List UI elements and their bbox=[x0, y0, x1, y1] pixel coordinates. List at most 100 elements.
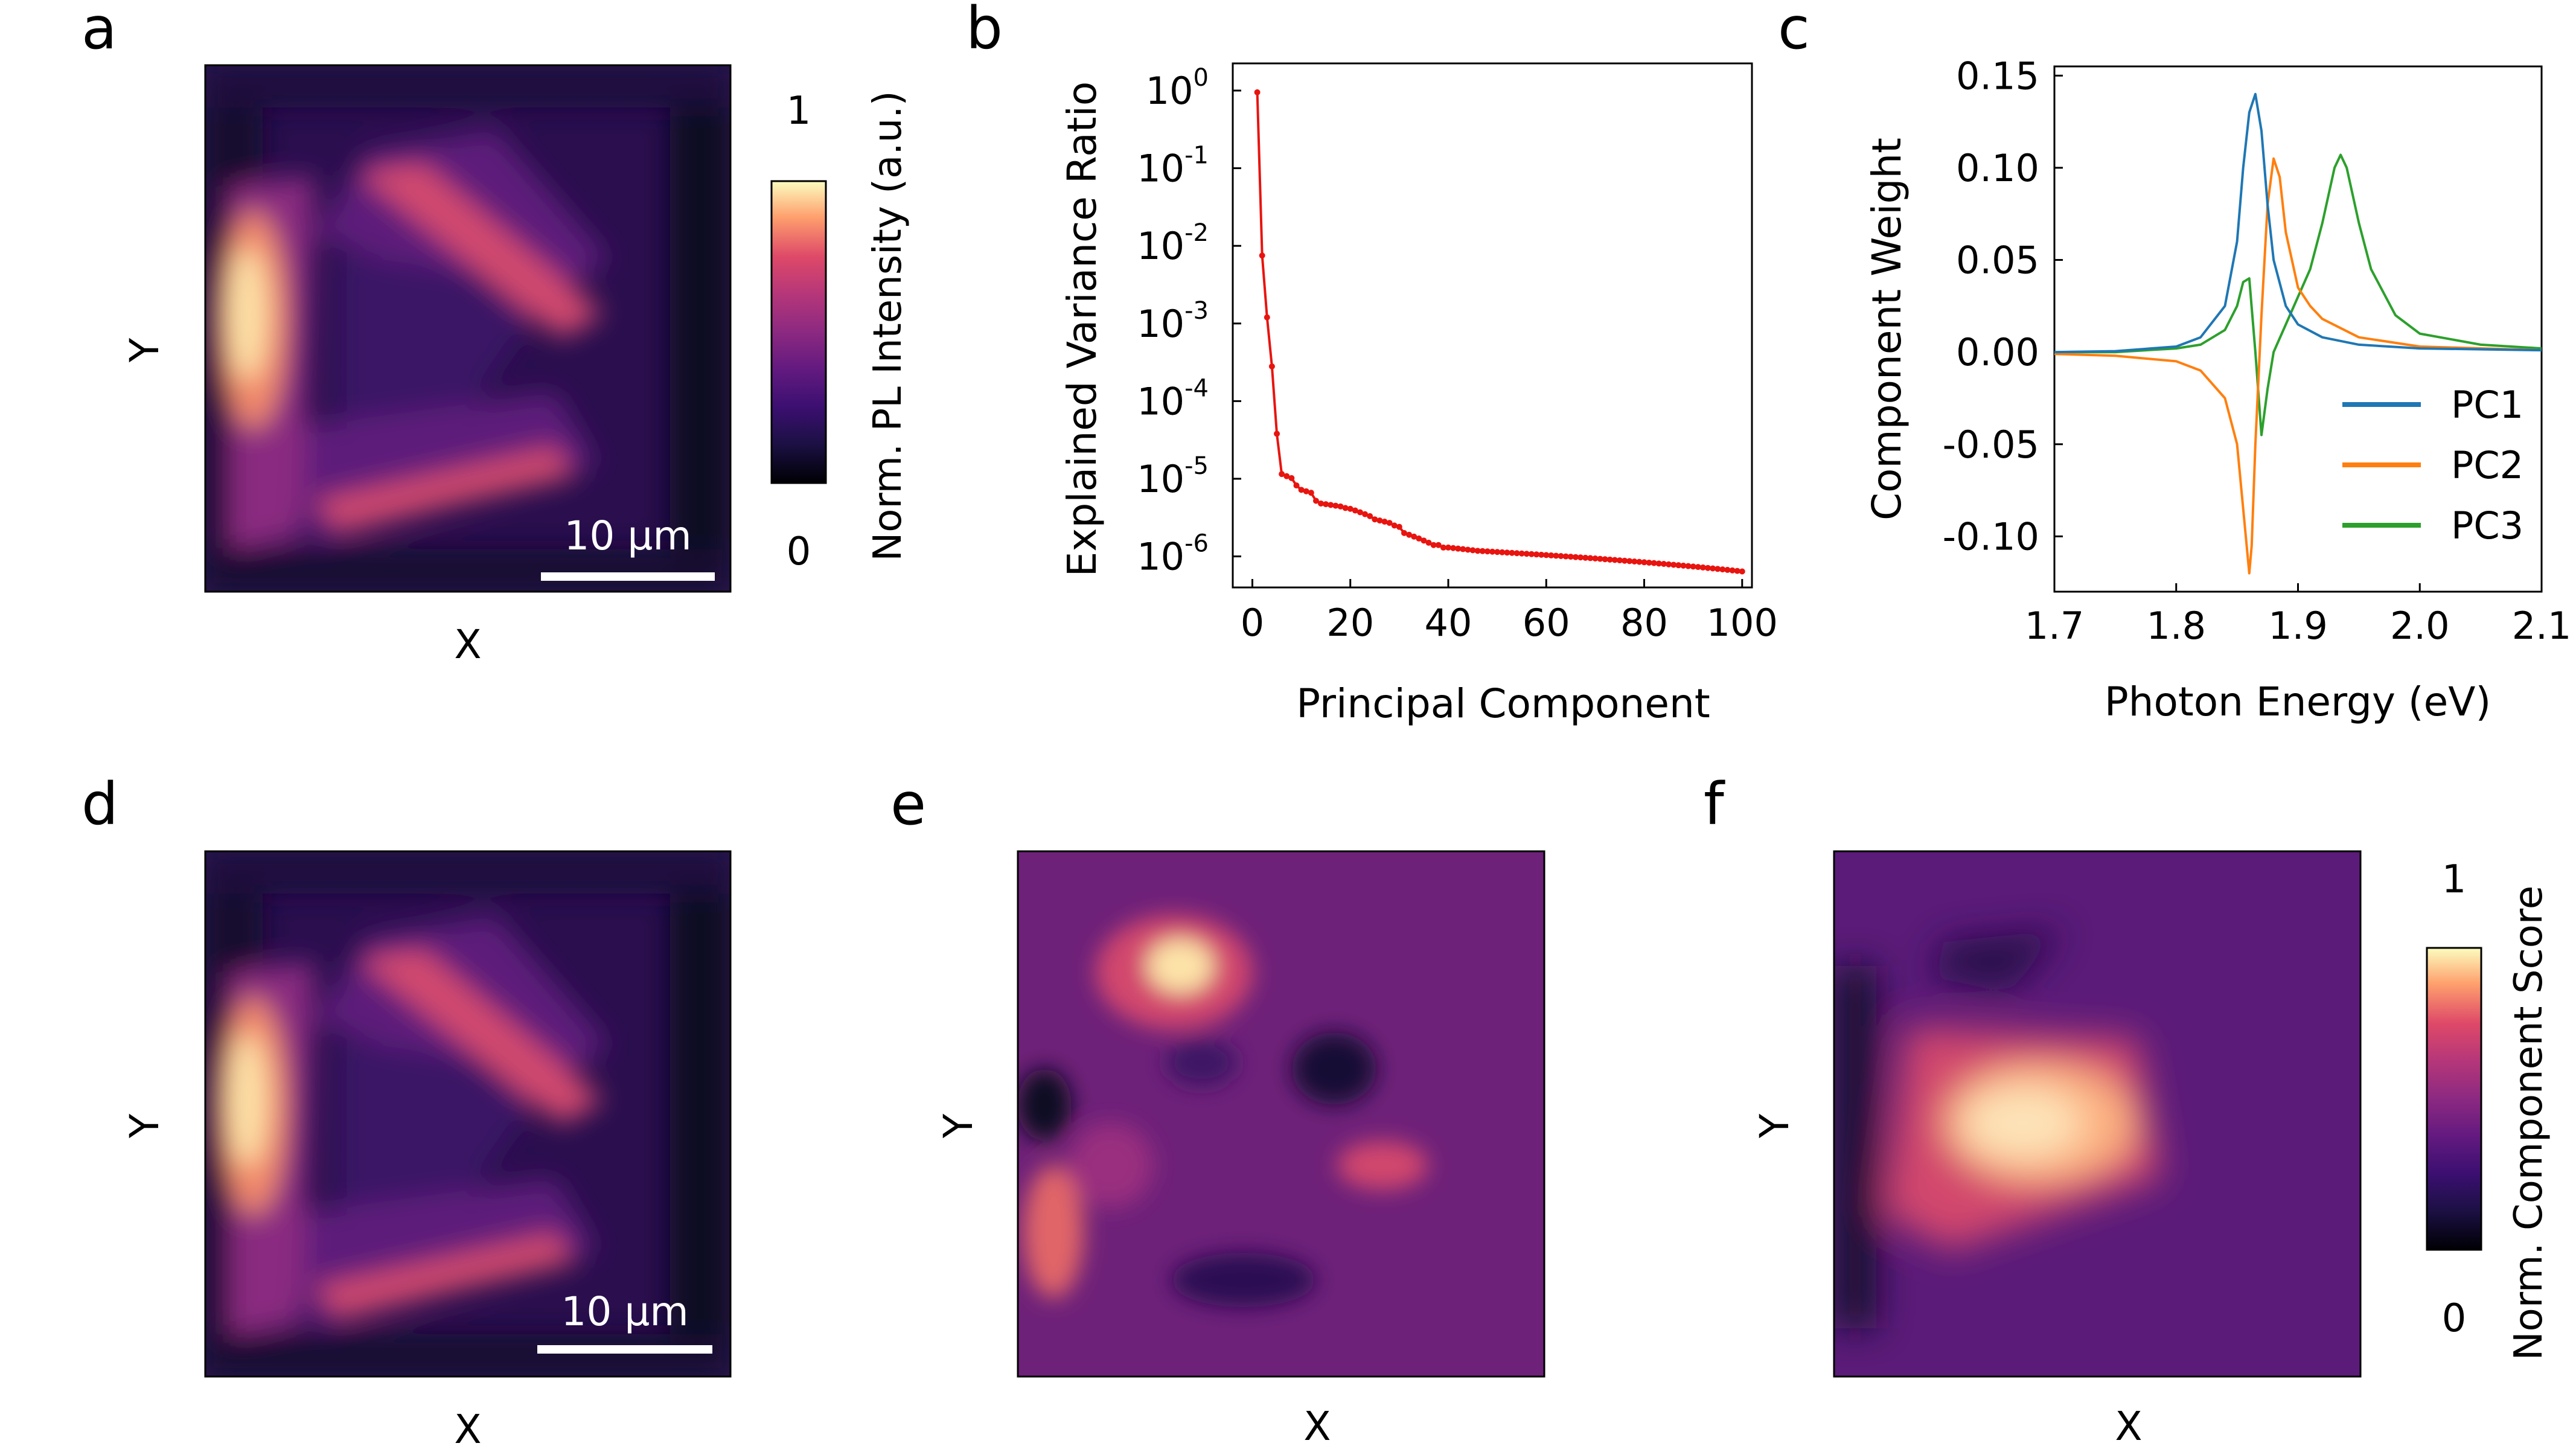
series-line-pc3 bbox=[2054, 153, 2542, 437]
variance-point bbox=[1592, 555, 1599, 562]
variance-point bbox=[1509, 549, 1515, 556]
variance-line bbox=[1256, 92, 1743, 573]
variance-point bbox=[1504, 549, 1510, 556]
variance-point bbox=[1489, 548, 1495, 555]
variance-point bbox=[1274, 430, 1280, 437]
x-tick-label-c: 1.8 bbox=[2146, 604, 2206, 648]
x-tick-label-b: 20 bbox=[1326, 601, 1374, 645]
variance-point bbox=[1513, 550, 1520, 557]
variance-point bbox=[1699, 564, 1706, 571]
y-tick-exponent-b: -6 bbox=[1184, 530, 1209, 558]
y-tick-base-b: 10 bbox=[1137, 147, 1184, 191]
variance-point bbox=[1690, 563, 1696, 570]
variance-point bbox=[1347, 505, 1354, 512]
y-tick-label-c: 0.05 bbox=[1956, 238, 2039, 283]
x-tick-label-b: 100 bbox=[1707, 601, 1778, 645]
variance-point bbox=[1597, 555, 1603, 562]
variance-point bbox=[1523, 551, 1530, 557]
variance-point bbox=[1572, 554, 1579, 560]
panel-label-e: e bbox=[890, 770, 926, 838]
variance-point bbox=[1416, 535, 1422, 542]
y-tick-exponent-b: -5 bbox=[1184, 452, 1209, 480]
x-tick-label-c: 1.9 bbox=[2268, 604, 2328, 648]
variance-point bbox=[1406, 531, 1413, 538]
x-axis-label-b: Principal Component bbox=[1296, 680, 1710, 727]
variance-point bbox=[1494, 549, 1501, 555]
series-line-pc1 bbox=[2054, 92, 2542, 354]
x-tick-label-b: 80 bbox=[1620, 601, 1668, 645]
variance-point bbox=[1484, 548, 1491, 555]
panel-b: b 0 20 40 60 80 10010010-110-210-310-410-510-… bbox=[966, 0, 1778, 727]
scale-bar-label-a: 10 μm bbox=[564, 513, 691, 559]
variance-point bbox=[1367, 513, 1373, 519]
variance-point bbox=[1719, 566, 1726, 573]
variance-point bbox=[1675, 562, 1682, 569]
variance-point bbox=[1666, 561, 1672, 568]
variance-point bbox=[1660, 561, 1667, 568]
variance-point bbox=[1533, 551, 1540, 558]
variance-point bbox=[1567, 554, 1574, 560]
variance-point bbox=[1323, 501, 1329, 508]
variance-point bbox=[1587, 555, 1594, 561]
panel-label-a: a bbox=[81, 0, 117, 62]
x-tick-label-b: 0 bbox=[1241, 601, 1264, 645]
x-tick-label-c: 2.0 bbox=[2390, 604, 2450, 648]
panel-label-b: b bbox=[966, 0, 1003, 62]
variance-point bbox=[1518, 550, 1525, 557]
y-tick-label-c: 0.15 bbox=[1956, 54, 2039, 98]
variance-point bbox=[1421, 537, 1427, 544]
plot-frame-b bbox=[1232, 62, 1753, 589]
variance-point bbox=[1465, 546, 1471, 553]
variance-point bbox=[1479, 548, 1486, 554]
variance-point bbox=[1337, 503, 1344, 510]
variance-point bbox=[1685, 563, 1692, 569]
y-tick-base-b: 10 bbox=[1137, 224, 1184, 268]
y-tick-label-b: 10-6 bbox=[1137, 530, 1209, 579]
variance-point bbox=[1528, 551, 1535, 557]
colorbar-min-label-a: 0 bbox=[787, 529, 811, 574]
y-tick-label-b: 10-3 bbox=[1137, 297, 1209, 346]
variance-point bbox=[1636, 558, 1643, 565]
reconstructed-pl-map-d bbox=[205, 851, 730, 1377]
variance-point bbox=[1411, 533, 1417, 540]
y-tick-label-c: -0.10 bbox=[1943, 514, 2039, 558]
variance-point bbox=[1715, 566, 1721, 572]
y-axis-label-a: Y bbox=[121, 337, 168, 363]
variance-point bbox=[1332, 502, 1339, 509]
y-tick-label-b: 10-2 bbox=[1137, 219, 1209, 268]
x-axis-label-d: X bbox=[454, 1406, 481, 1449]
variance-point bbox=[1259, 252, 1265, 259]
variance-point bbox=[1695, 564, 1701, 571]
x-tick-label-b: 60 bbox=[1523, 601, 1570, 645]
y-tick-exponent-b: 0 bbox=[1194, 64, 1209, 92]
y-tick-exponent-b: -2 bbox=[1184, 219, 1209, 247]
y-axis-label-c: Component Weight bbox=[1864, 138, 1910, 520]
variance-point bbox=[1680, 562, 1687, 569]
colorbar-max-label-f: 1 bbox=[2442, 857, 2467, 902]
variance-point bbox=[1401, 529, 1407, 536]
variance-point bbox=[1279, 471, 1285, 478]
variance-point bbox=[1318, 500, 1325, 507]
variance-point bbox=[1739, 568, 1745, 575]
variance-point bbox=[1538, 551, 1545, 558]
y-tick-label-b: 10-4 bbox=[1137, 374, 1209, 423]
panel-a: a 10 μm X Y 1 0 bbox=[81, 0, 910, 668]
x-tick-label-c: 1.7 bbox=[2025, 604, 2085, 648]
variance-point bbox=[1288, 475, 1295, 481]
variance-point bbox=[1616, 557, 1623, 564]
variance-point bbox=[1655, 560, 1662, 567]
variance-point bbox=[1611, 557, 1618, 563]
colorbar-title-a: Norm. PL Intensity (a.u.) bbox=[866, 91, 910, 561]
x-axis-label-f: X bbox=[2115, 1403, 2142, 1449]
y-axis-label-f: Y bbox=[1751, 1113, 1798, 1139]
component-score-map-f bbox=[1834, 851, 2360, 1377]
y-tick-exponent-b: -1 bbox=[1184, 142, 1209, 170]
variance-point bbox=[1651, 560, 1657, 566]
panel-label-d: d bbox=[81, 770, 118, 838]
x-axis-label-c: Photon Energy (eV) bbox=[2105, 679, 2491, 725]
y-tick-base-b: 10 bbox=[1146, 69, 1194, 113]
variance-point bbox=[1474, 548, 1481, 554]
panel-c: c 1.7 1.8 1.9 2.0 2.1 0.15 0.10 0.05 0.00 -0.05 -0… bbox=[1778, 0, 2571, 725]
variance-point bbox=[1553, 552, 1559, 559]
variance-point bbox=[1268, 363, 1275, 369]
